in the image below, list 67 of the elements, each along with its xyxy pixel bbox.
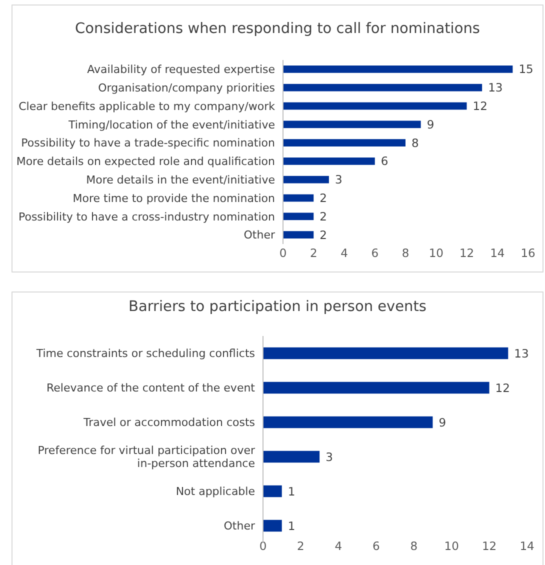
y-tick-label: Possibility to have a cross-industry nomination [18, 210, 276, 224]
bar [283, 102, 467, 110]
x-tick-label: 6 [371, 246, 379, 260]
y-tick-label: Relevance of the content of the event [46, 382, 256, 395]
x-tick-label: 14 [520, 539, 534, 554]
bar [283, 66, 513, 73]
y-tick-label: Organisation/company priorities [98, 81, 276, 94]
x-tick-label: 14 [490, 246, 505, 260]
x-tick-label: 0 [279, 246, 287, 260]
y-tick-label: Travel or accommodation costs [82, 416, 256, 430]
y-tick-label: Time constraints or scheduling conflicts [35, 347, 256, 360]
x-tick-label: 2 [310, 246, 318, 260]
y-tick-label: Not applicable [176, 485, 256, 498]
data-label: 2 [320, 228, 327, 242]
data-label: 9 [438, 415, 446, 430]
x-tick-label: 4 [334, 539, 342, 554]
bar [283, 212, 314, 220]
data-label: 12 [495, 380, 510, 395]
bar [283, 84, 482, 92]
x-tick-label: 8 [402, 246, 410, 260]
y-tick-label: Possibility to have a trade-specific nomination [21, 136, 276, 150]
x-tick-label: 4 [340, 246, 348, 260]
bar [263, 520, 282, 532]
bar [263, 347, 508, 360]
x-tick-label: 10 [428, 246, 444, 260]
bar [283, 158, 375, 165]
data-label: 15 [518, 62, 534, 76]
bar [283, 120, 421, 128]
data-label: 2 [320, 209, 327, 224]
bar [283, 231, 314, 238]
x-tick-label: 8 [410, 539, 418, 554]
bar [263, 485, 282, 498]
data-label: 13 [514, 346, 529, 360]
y-tick-label: Other [244, 228, 276, 242]
x-tick-label: 10 [444, 539, 459, 554]
y-tick-label: Timing/location of the event/initiative [67, 118, 276, 132]
y-tick-label: Other [224, 520, 256, 533]
bar [263, 416, 433, 428]
data-label: 1 [288, 518, 296, 533]
chart-title: Considerations when responding to call for nominations [75, 21, 480, 37]
chart-title: Barriers to participation in person events [128, 299, 426, 315]
data-label: 3 [326, 450, 333, 464]
bar [263, 382, 490, 394]
data-label: 1 [288, 484, 296, 498]
data-label: 13 [488, 80, 503, 95]
data-label: 12 [472, 99, 488, 114]
data-label: 2 [320, 191, 327, 206]
y-tick-label: More details on expected role and qualification [16, 155, 276, 168]
bar [283, 139, 406, 146]
x-tick-label: 12 [482, 539, 497, 554]
bar [283, 176, 329, 184]
y-tick-label: Availability of requested expertise [87, 63, 276, 76]
data-label: 6 [380, 154, 388, 168]
y-tick-label: Preference for virtual participation over in-person attendance [38, 444, 256, 470]
x-tick-label: 0 [259, 539, 267, 554]
x-tick-label: 2 [297, 539, 304, 554]
x-tick-label: 6 [372, 539, 380, 554]
data-label: 8 [412, 136, 419, 150]
y-tick-label: More details in the event/initiative [86, 173, 276, 186]
bar [283, 194, 314, 202]
y-tick-label: More time to provide the nomination [72, 192, 276, 205]
data-label: 9 [426, 117, 434, 132]
data-label: 3 [334, 172, 342, 187]
bar [263, 450, 320, 463]
x-tick-label: 12 [459, 246, 474, 260]
y-tick-label: Clear benefits applicable to my company/work [18, 100, 276, 113]
x-tick-label: 16 [520, 246, 536, 260]
